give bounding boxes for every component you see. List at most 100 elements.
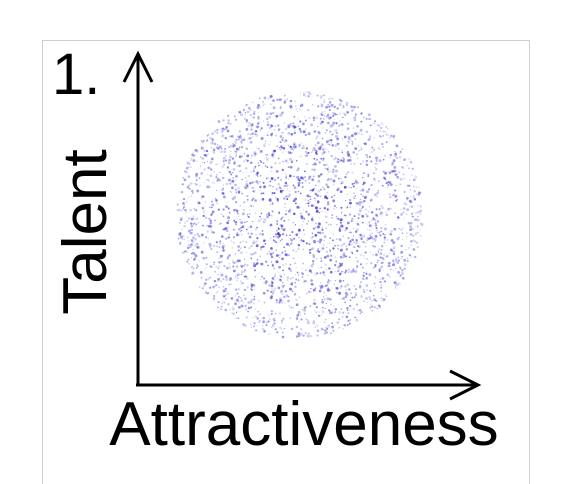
scatter-point xyxy=(403,177,406,180)
scatter-point xyxy=(219,280,222,283)
scatter-point xyxy=(336,287,339,290)
scatter-point xyxy=(226,221,229,225)
scatter-point xyxy=(328,297,332,301)
scatter-point xyxy=(211,138,214,141)
scatter-point xyxy=(257,182,259,185)
scatter-point xyxy=(360,190,362,192)
scatter-point xyxy=(279,190,282,192)
scatter-point xyxy=(205,140,208,143)
scatter-point xyxy=(280,146,283,149)
scatter-point xyxy=(208,180,210,182)
scatter-point xyxy=(281,335,285,339)
scatter-point xyxy=(291,231,294,234)
scatter-point xyxy=(346,221,350,225)
scatter-point xyxy=(271,153,274,157)
scatter-point xyxy=(316,325,319,327)
scatter-point xyxy=(290,306,293,309)
scatter-point xyxy=(234,152,236,154)
scatter-point xyxy=(270,261,273,263)
scatter-point xyxy=(233,269,236,273)
scatter-point xyxy=(317,200,320,203)
scatter-point xyxy=(284,325,286,327)
scatter-point xyxy=(306,321,310,325)
scatter-point xyxy=(203,282,207,286)
scatter-point xyxy=(406,232,408,234)
scatter-point xyxy=(297,274,299,276)
scatter-point xyxy=(202,214,205,217)
scatter-point xyxy=(281,131,284,134)
scatter-point xyxy=(257,310,260,313)
scatter-point xyxy=(293,141,297,145)
scatter-point xyxy=(234,115,236,118)
scatter-point xyxy=(288,267,291,270)
scatter-point xyxy=(363,116,365,119)
scatter-point xyxy=(208,244,212,248)
scatter-point xyxy=(305,91,308,93)
scatter-point xyxy=(280,98,282,101)
scatter-point xyxy=(328,177,331,181)
scatter-point xyxy=(266,153,269,156)
scatter-point xyxy=(342,129,344,131)
scatter-point xyxy=(235,317,237,320)
scatter-point xyxy=(342,257,344,259)
scatter-point xyxy=(280,319,284,322)
scatter-point xyxy=(183,250,187,253)
scatter-point xyxy=(191,257,193,259)
scatter-point xyxy=(283,101,287,104)
scatter-point xyxy=(190,239,194,242)
scatter-point xyxy=(307,151,310,154)
scatter-point xyxy=(200,195,203,198)
scatter-point xyxy=(246,198,249,201)
scatter-point xyxy=(345,255,347,258)
scatter-point xyxy=(228,135,230,137)
scatter-point xyxy=(318,267,320,269)
scatter-point xyxy=(398,227,400,230)
scatter-point xyxy=(263,282,265,284)
scatter-point xyxy=(192,215,195,218)
scatter-point xyxy=(251,181,254,184)
scatter-point xyxy=(321,143,324,146)
scatter-point xyxy=(308,269,312,273)
scatter-point xyxy=(293,124,296,127)
scatter-point xyxy=(312,104,314,106)
scatter-point xyxy=(285,263,287,265)
scatter-point xyxy=(337,244,339,247)
scatter-point xyxy=(326,288,330,292)
scatter-point xyxy=(413,255,417,259)
scatter-point xyxy=(332,180,335,182)
scatter-point xyxy=(385,179,387,181)
scatter-point xyxy=(232,312,235,315)
scatter-point xyxy=(324,307,327,310)
scatter-point xyxy=(289,306,293,309)
scatter-point xyxy=(271,264,275,267)
scatter-point xyxy=(414,175,418,179)
scatter-point xyxy=(285,234,288,237)
scatter-point xyxy=(382,176,386,179)
scatter-point xyxy=(335,169,339,173)
scatter-point xyxy=(319,272,322,275)
scatter-point xyxy=(277,177,279,179)
scatter-point xyxy=(396,156,399,159)
scatter-point xyxy=(212,297,216,300)
scatter-point xyxy=(365,297,368,300)
scatter-point xyxy=(223,244,226,247)
scatter-point xyxy=(302,221,304,223)
scatter-point xyxy=(278,312,282,315)
scatter-point xyxy=(395,267,397,270)
scatter-point xyxy=(401,166,404,169)
scatter-point xyxy=(340,206,343,209)
scatter-point xyxy=(276,220,278,223)
scatter-point xyxy=(330,117,332,119)
scatter-point xyxy=(353,246,356,249)
scatter-point xyxy=(281,234,283,236)
scatter-point xyxy=(238,146,241,149)
scatter-point xyxy=(365,154,369,157)
scatter-point xyxy=(222,247,225,250)
scatter-point xyxy=(318,285,321,287)
scatter-point xyxy=(213,279,217,283)
scatter-point xyxy=(208,242,211,246)
scatter-point xyxy=(270,166,273,169)
scatter-point xyxy=(240,141,243,143)
scatter-point xyxy=(352,151,355,154)
